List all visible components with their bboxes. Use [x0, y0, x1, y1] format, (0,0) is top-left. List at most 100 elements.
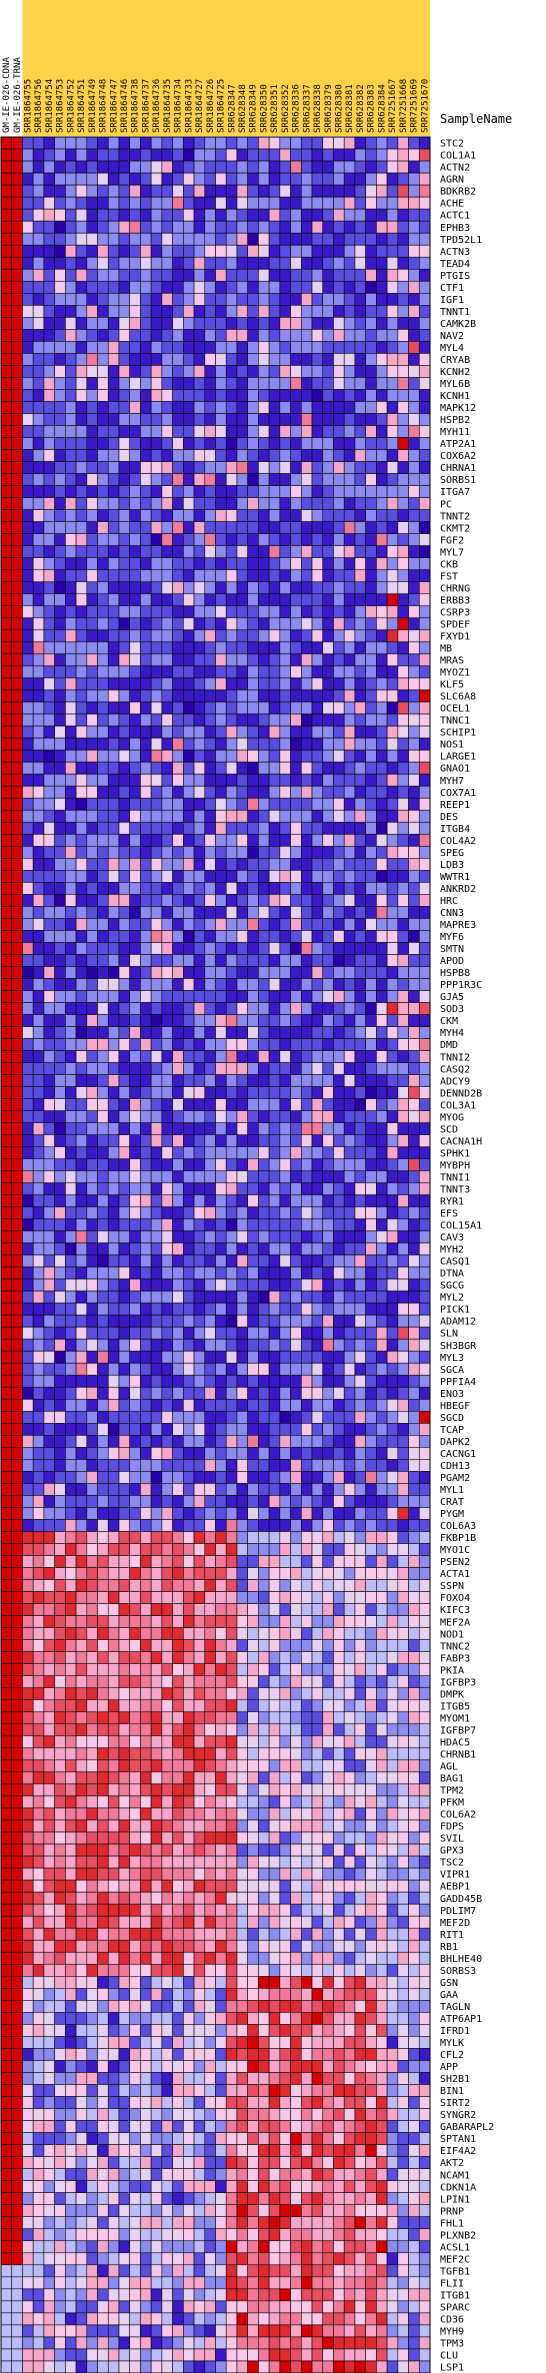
heatmap-cell	[183, 749, 195, 763]
heatmap-cell	[129, 677, 141, 691]
heatmap-cell	[354, 725, 366, 739]
heatmap-cell	[107, 148, 120, 162]
heatmap-cell	[11, 1579, 23, 1592]
heatmap-cell	[193, 1435, 206, 1448]
heatmap-cell	[86, 1374, 98, 1388]
heatmap-cell	[215, 689, 227, 703]
heatmap-cell	[418, 1230, 431, 1244]
heatmap-cell	[333, 990, 345, 1003]
heatmap-cell	[193, 401, 206, 414]
heatmap-cell	[408, 737, 420, 751]
heatmap-cell	[268, 1158, 281, 1172]
heatmap-cell	[418, 1302, 431, 1316]
heatmap-cell	[311, 1471, 324, 1484]
heatmap-cell	[118, 1543, 130, 1556]
heatmap-cell	[22, 857, 34, 871]
heatmap-cell	[86, 401, 98, 414]
heatmap-cell	[107, 581, 120, 595]
heatmap-cell	[150, 773, 163, 787]
heatmap-cell	[161, 437, 173, 450]
heatmap-cell	[354, 966, 366, 979]
heatmap-cell	[290, 1423, 302, 1436]
heatmap-cell	[97, 1206, 109, 1220]
heatmap-cell	[172, 966, 184, 979]
heatmap-cell	[172, 581, 184, 595]
heatmap-cell	[43, 1230, 55, 1244]
heatmap-cell	[204, 1146, 216, 1160]
heatmap-cell	[204, 1290, 216, 1304]
heatmap-cell	[333, 365, 345, 378]
heatmap-cell	[32, 966, 45, 979]
heatmap-cell	[354, 761, 366, 775]
heatmap-cell	[290, 1362, 302, 1376]
heatmap-cell	[129, 894, 141, 907]
heatmap-cell	[0, 605, 13, 619]
heatmap-cell	[65, 894, 77, 907]
heatmap-cell	[43, 1555, 55, 1568]
heatmap-cell	[290, 882, 302, 895]
heatmap-cell	[65, 196, 77, 210]
heatmap-cell	[107, 329, 120, 342]
heatmap-cell	[118, 1483, 130, 1496]
heatmap-cell	[408, 617, 420, 631]
row-label: CNN3	[440, 908, 464, 919]
heatmap-cell	[43, 725, 55, 739]
heatmap-cell	[311, 845, 324, 859]
heatmap-cell	[408, 184, 420, 198]
heatmap-cell	[322, 797, 334, 811]
heatmap-cell	[118, 329, 130, 342]
heatmap-cell	[22, 184, 34, 198]
heatmap-cell	[333, 1146, 345, 1160]
heatmap-cell	[43, 184, 55, 198]
heatmap-cell	[268, 1567, 281, 1580]
heatmap-cell	[150, 136, 163, 150]
heatmap-cell	[300, 1567, 313, 1580]
heatmap-cell	[279, 1579, 291, 1592]
heatmap-cell	[183, 833, 195, 847]
heatmap-cell	[343, 148, 356, 162]
heatmap-cell	[290, 136, 302, 150]
heatmap-cell	[107, 509, 120, 522]
heatmap-cell	[129, 1543, 141, 1556]
heatmap-cell	[65, 184, 77, 198]
heatmap-cell	[193, 1507, 206, 1520]
heatmap-cell	[129, 978, 141, 991]
heatmap-cell	[300, 244, 313, 258]
heatmap-cell	[343, 1398, 356, 1412]
heatmap-cell	[236, 425, 248, 438]
heatmap-cell	[107, 1218, 120, 1232]
heatmap-cell	[236, 1050, 248, 1063]
heatmap-cell	[397, 882, 409, 895]
heatmap-cell	[75, 677, 88, 691]
heatmap-cell	[32, 1543, 45, 1556]
heatmap-cell	[300, 857, 313, 871]
heatmap-cell	[11, 569, 23, 583]
heatmap-cell	[22, 1362, 34, 1376]
heatmap-cell	[408, 1194, 420, 1208]
heatmap-cell	[43, 377, 55, 390]
heatmap-cell	[376, 1567, 388, 1580]
heatmap-cell	[32, 737, 45, 751]
heatmap-cell	[75, 1254, 88, 1268]
heatmap-cell	[140, 978, 152, 991]
heatmap-cell	[86, 773, 98, 787]
heatmap-cell	[22, 1350, 34, 1364]
heatmap-cell	[118, 1194, 130, 1208]
heatmap-cell	[236, 677, 248, 691]
heatmap-cell	[118, 1218, 130, 1232]
heatmap-cell	[65, 1122, 77, 1136]
heatmap-cell	[225, 148, 238, 162]
heatmap-cell	[32, 292, 45, 306]
heatmap-cell	[183, 1038, 195, 1051]
heatmap-cell	[300, 172, 313, 186]
row-label: GJA5	[440, 992, 464, 1003]
heatmap-cell	[343, 713, 356, 727]
heatmap-cell	[354, 317, 366, 330]
heatmap-cell	[43, 208, 55, 222]
heatmap-cell	[11, 629, 23, 643]
heatmap-cell	[150, 629, 163, 643]
heatmap-cell	[322, 172, 334, 186]
heatmap-cell	[236, 1483, 248, 1496]
heatmap-cell	[333, 437, 345, 450]
heatmap-cell	[279, 990, 291, 1003]
